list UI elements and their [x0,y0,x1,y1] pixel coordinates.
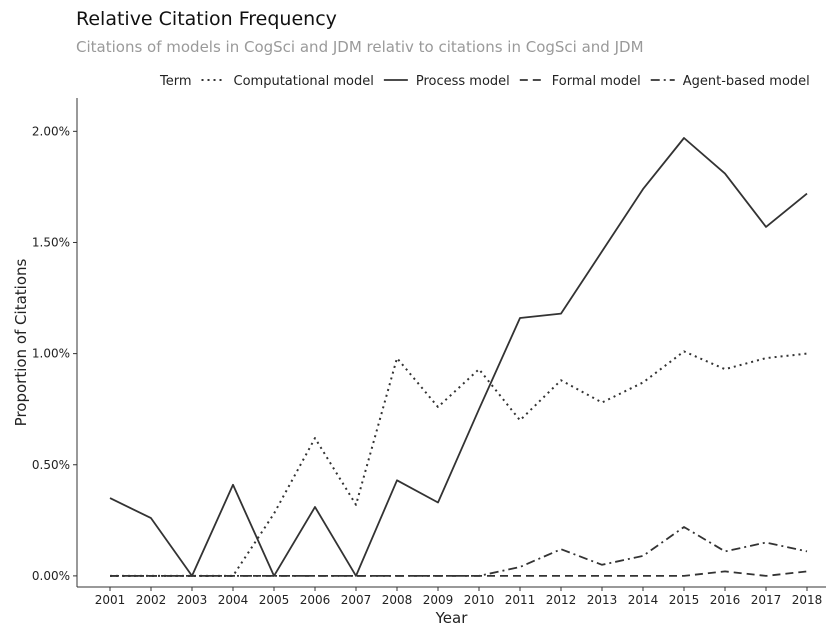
plot-area [109,137,808,577]
y-tick-label: 0.00% [32,569,70,583]
x-tick-label: 2017 [751,593,782,607]
axes: 0.00% 0.50% 1.00% 1.50% 2.00% 2001 2002 2003 200… [12,98,826,626]
x-tick-label: 2003 [177,593,208,607]
x-tick-label: 2016 [710,593,741,607]
x-tick-label: 2011 [505,593,536,607]
legend-label-formal-model: Formal model [552,74,641,89]
x-tick-label: 2009 [423,593,454,607]
x-tick-label: 2010 [464,593,495,607]
x-tick-label: 2002 [136,593,167,607]
x-tick-label: 2006 [300,593,331,607]
x-tick-label: 2013 [587,593,618,607]
series-line-agent-based-model [110,526,808,577]
chart-subtitle: Citations of models in CogSci and JDM re… [76,38,644,56]
y-tick-label: 1.50% [32,235,70,249]
x-tick-label: 2014 [628,593,659,607]
y-axis-title: Proportion of Citations [12,258,30,426]
x-tick-label: 2004 [218,593,249,607]
x-tick-label: 2001 [95,593,126,607]
legend-title: Term [159,74,192,89]
x-axis-title: Year [435,609,469,626]
x-tick-label: 2018 [792,593,823,607]
y-tick-label: 2.00% [32,124,70,138]
series-line-process-model [109,137,808,577]
x-tick-label: 2015 [669,593,700,607]
legend-label-computational-model: Computational model [234,74,374,89]
legend-label-agent-based-model: Agent-based model [683,74,810,89]
chart-title: Relative Citation Frequency [76,8,337,30]
series-line-computational-model [110,350,808,577]
y-tick-label: 0.50% [32,458,70,472]
x-tick-label: 2007 [341,593,372,607]
x-tick-label: 2008 [382,593,413,607]
legend-label-process-model: Process model [416,74,510,89]
x-tick-label: 2012 [546,593,577,607]
legend: Term Computational model Process model Form… [159,74,810,89]
x-tick-label: 2005 [259,593,290,607]
y-tick-label: 1.00% [32,347,70,361]
